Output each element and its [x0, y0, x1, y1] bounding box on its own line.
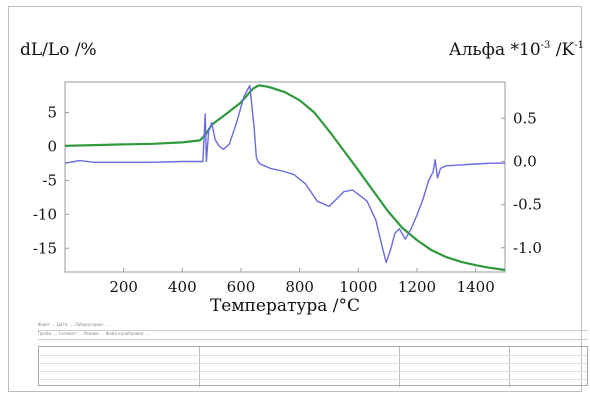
- footer-line-2: Проба: ... Сегмент: ... Режим: ... Файл …: [38, 331, 588, 340]
- footer-col-divider: [399, 347, 400, 387]
- x-tick-label: 400: [168, 278, 197, 296]
- right-axis-title-exp: -3: [541, 40, 551, 51]
- right-axis-title-main: Альфа *10: [449, 40, 541, 60]
- y-right-tick-label: 0.5: [513, 109, 537, 127]
- footer-col-divider: [199, 347, 200, 387]
- chart-frame: [8, 6, 582, 392]
- x-tick-label: 200: [109, 278, 138, 296]
- footer-row-divider: [39, 379, 587, 380]
- y-left-tick-label: 0: [47, 137, 57, 155]
- right-axis-title-exp2: -1: [574, 40, 584, 51]
- right-axis-title: Альфа *10-3 /K-1: [449, 40, 584, 60]
- y-left-tick-label: 5: [47, 104, 57, 122]
- plot-area: [64, 81, 506, 273]
- x-tick-label: 600: [227, 278, 256, 296]
- y-left-tick-label: -10: [33, 205, 57, 223]
- x-axis-title: Температура /°C: [210, 296, 360, 316]
- footer-col-divider: [509, 347, 510, 387]
- x-tick-label: 1000: [339, 278, 377, 296]
- y-left-tick-label: -15: [33, 239, 57, 257]
- right-axis-title-tail: /K: [550, 40, 574, 60]
- series-line-right-axis: [64, 84, 505, 264]
- footer-line-1: Файл: ... Дата: ... Лаборатория: ...: [38, 322, 588, 331]
- y-right-tick-label: -0.5: [513, 196, 542, 214]
- footer-row-divider: [39, 371, 587, 372]
- x-tick-label: 1200: [398, 278, 436, 296]
- series-line-left-axis: [64, 84, 506, 272]
- ticks-layer: 200 400 600 800 1000 1200 1400 5 0 -5 -10 -15 0.5 0.0…: [33, 104, 542, 296]
- series-layer: [64, 84, 506, 272]
- y-right-tick-label: 0.0: [513, 152, 537, 170]
- footer-row-divider: [39, 363, 587, 364]
- left-axis-title: dL/Lo /%: [20, 40, 97, 60]
- footer-row-divider: [39, 355, 587, 356]
- x-tick-label: 800: [285, 278, 314, 296]
- y-left-tick-label: -5: [42, 171, 57, 189]
- report-footer: Файл: ... Дата: ... Лаборатория: ... Про…: [38, 322, 588, 387]
- footer-info-table: [38, 346, 588, 387]
- x-tick-label: 1400: [457, 278, 495, 296]
- y-right-tick-label: -1.0: [513, 239, 542, 257]
